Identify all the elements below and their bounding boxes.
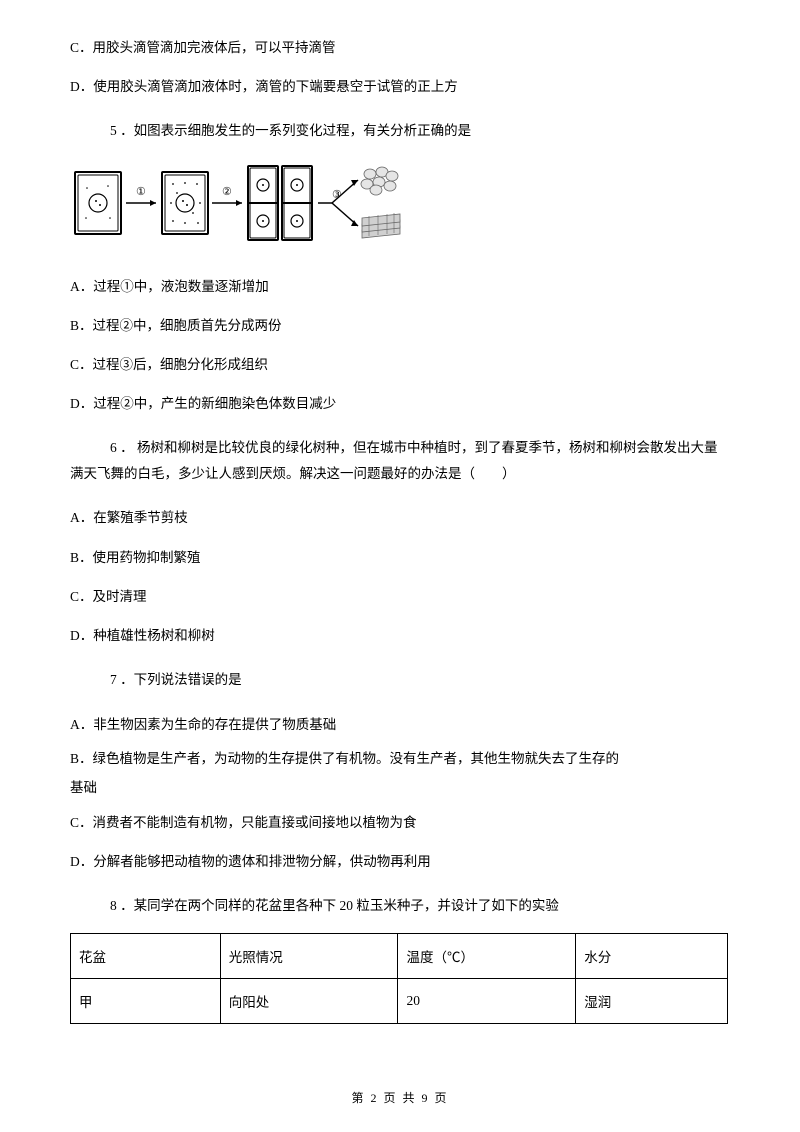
- td-light: 向阳处: [220, 978, 398, 1023]
- diagram-label-2: ②: [222, 186, 232, 198]
- th-water: 水分: [576, 933, 728, 978]
- q6-option-b: B．使用药物抑制繁殖: [70, 540, 730, 575]
- q6-stem: 6 ． 杨树和柳树是比较优良的绿化树种，但在城市中种植时，到了春夏季节，杨树和柳…: [70, 435, 730, 486]
- q6-option-d: D．种植雄性杨树和柳树: [70, 618, 730, 653]
- question-6: 6 ． 杨树和柳树是比较优良的绿化树种，但在城市中种植时，到了春夏季节，杨树和柳…: [70, 435, 730, 653]
- q4-option-c: C．用胶头滴管滴加完液体后，可以平持滴管: [70, 30, 730, 65]
- diagram-label-1: ①: [136, 186, 146, 198]
- q7-option-c: C．消费者不能制造有机物，只能直接或间接地以植物为食: [70, 805, 730, 840]
- q7-option-b-line1: B．绿色植物是生产者，为动物的生存提供了有机物。没有生产者，其他生物就失去了生存…: [70, 746, 730, 772]
- cell-diagram-wrap: ① ②: [70, 158, 730, 255]
- q5-option-c: C．过程③后，细胞分化形成组织: [70, 347, 730, 382]
- cell-division-diagram: ① ②: [70, 158, 410, 250]
- experiment-table: 花盆 光照情况 温度（℃） 水分 甲 向阳处 20 湿润: [70, 933, 728, 1024]
- q6-option-a: A．在繁殖季节剪枝: [70, 500, 730, 535]
- q7-option-b-line2: 基础: [70, 775, 730, 801]
- q8-stem: 8 ．某同学在两个同样的花盆里各种下 20 粒玉米种子，并设计了如下的实验: [70, 893, 730, 919]
- question-7: 7 ．下列说法错误的是 A．非生物因素为生命的存在提供了物质基础 B．绿色植物是…: [70, 667, 730, 879]
- q5-option-a: A．过程①中，液泡数量逐渐增加: [70, 269, 730, 304]
- q7-stem: 7 ．下列说法错误的是: [70, 667, 730, 693]
- question-4-tail: C．用胶头滴管滴加完液体后，可以平持滴管 D．使用胶头滴管滴加液体时，滴管的下端…: [70, 30, 730, 104]
- table-row: 甲 向阳处 20 湿润: [71, 978, 728, 1023]
- q6-option-c: C．及时清理: [70, 579, 730, 614]
- q5-option-d: D．过程②中，产生的新细胞染色体数目减少: [70, 386, 730, 421]
- q7-option-d: D．分解者能够把动植物的遗体和排泄物分解，供动物再利用: [70, 844, 730, 879]
- diagram-label-3: ③: [332, 189, 342, 201]
- tissue-stack-icon: [362, 213, 400, 238]
- th-light: 光照情况: [220, 933, 398, 978]
- th-temp: 温度（℃）: [398, 933, 576, 978]
- td-pot: 甲: [71, 978, 221, 1023]
- td-temp: 20: [398, 978, 576, 1023]
- page-footer: 第 2 页 共 9 页: [0, 1089, 800, 1106]
- question-5: 5 ．如图表示细胞发生的一系列变化过程，有关分析正确的是 ①: [70, 118, 730, 421]
- q5-stem: 5 ．如图表示细胞发生的一系列变化过程，有关分析正确的是: [70, 118, 730, 144]
- table-header-row: 花盆 光照情况 温度（℃） 水分: [71, 933, 728, 978]
- tissue-cluster-icon: [361, 167, 398, 195]
- question-8: 8 ．某同学在两个同样的花盆里各种下 20 粒玉米种子，并设计了如下的实验 花盆…: [70, 893, 730, 1024]
- q7-option-a: A．非生物因素为生命的存在提供了物质基础: [70, 707, 730, 742]
- th-pot: 花盆: [71, 933, 221, 978]
- q5-option-b: B．过程②中，细胞质首先分成两份: [70, 308, 730, 343]
- q4-option-d: D．使用胶头滴管滴加液体时，滴管的下端要悬空于试管的正上方: [70, 69, 730, 104]
- td-water: 湿润: [576, 978, 728, 1023]
